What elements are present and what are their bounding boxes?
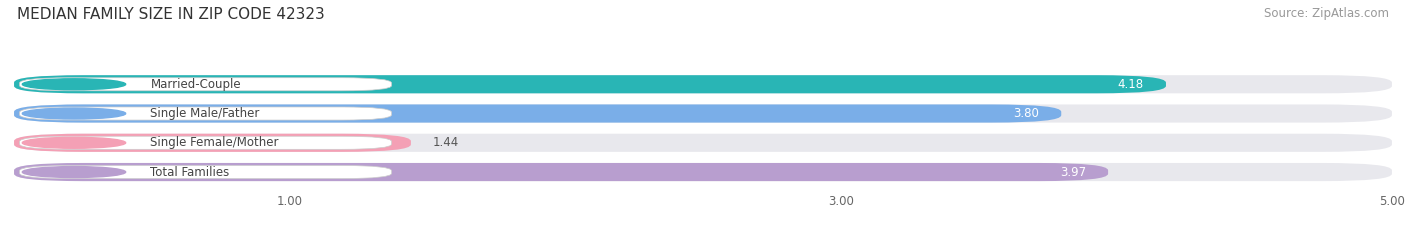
- FancyBboxPatch shape: [14, 104, 1062, 123]
- FancyBboxPatch shape: [14, 163, 1108, 181]
- Text: MEDIAN FAMILY SIZE IN ZIP CODE 42323: MEDIAN FAMILY SIZE IN ZIP CODE 42323: [17, 7, 325, 22]
- Text: Total Families: Total Families: [150, 165, 229, 178]
- FancyBboxPatch shape: [14, 134, 1392, 152]
- FancyBboxPatch shape: [14, 75, 1166, 93]
- Text: 3.97: 3.97: [1060, 165, 1085, 178]
- Text: Married-Couple: Married-Couple: [150, 78, 240, 91]
- FancyBboxPatch shape: [14, 134, 411, 152]
- Text: Source: ZipAtlas.com: Source: ZipAtlas.com: [1264, 7, 1389, 20]
- Text: 4.18: 4.18: [1118, 78, 1144, 91]
- FancyBboxPatch shape: [20, 107, 392, 120]
- Text: 1.44: 1.44: [433, 136, 460, 149]
- FancyBboxPatch shape: [14, 163, 1392, 181]
- Circle shape: [22, 79, 125, 90]
- FancyBboxPatch shape: [20, 165, 392, 178]
- FancyBboxPatch shape: [20, 136, 392, 149]
- FancyBboxPatch shape: [14, 104, 1392, 123]
- Text: Single Male/Father: Single Male/Father: [150, 107, 260, 120]
- FancyBboxPatch shape: [20, 78, 392, 91]
- FancyBboxPatch shape: [14, 75, 1392, 93]
- Circle shape: [22, 167, 125, 178]
- Circle shape: [22, 137, 125, 148]
- Circle shape: [22, 108, 125, 119]
- Text: 3.80: 3.80: [1014, 107, 1039, 120]
- Text: Single Female/Mother: Single Female/Mother: [150, 136, 278, 149]
